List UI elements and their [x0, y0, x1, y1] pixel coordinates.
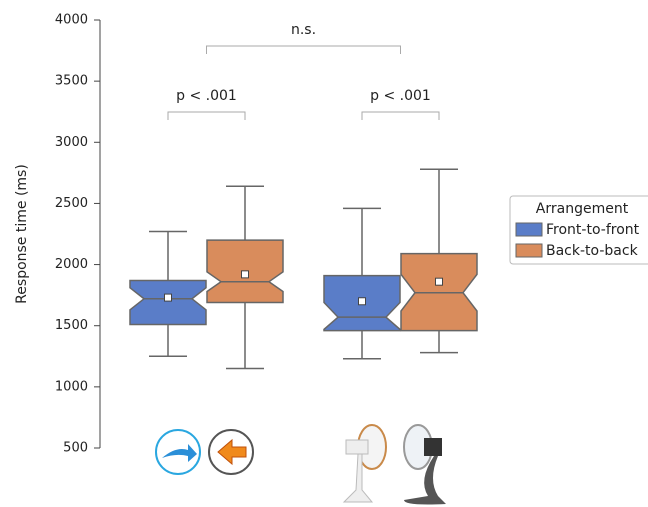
y-tick-label: 1000: [55, 379, 88, 394]
y-axis-label: Response time (ms): [14, 164, 30, 304]
significance-label: p < .001: [176, 88, 237, 104]
y-tick-label: 1500: [55, 318, 88, 333]
significance-bracket: [361, 111, 440, 120]
y-tick-label: 500: [63, 441, 88, 456]
significance-bracket: [206, 45, 401, 54]
mean-marker: [435, 277, 443, 286]
mean-marker: [358, 297, 366, 306]
y-tick-label: 3500: [55, 74, 88, 89]
box: [129, 279, 207, 326]
legend-swatch: [515, 222, 543, 237]
y-tick-label: 2000: [55, 257, 88, 272]
icon-arrows: [155, 429, 254, 475]
significance-bracket: [167, 111, 246, 120]
legend-title: Arrangement: [536, 201, 629, 217]
mean-marker: [241, 270, 249, 279]
legend-swatch: [515, 243, 543, 258]
y-tick-label: 3000: [55, 135, 88, 150]
y-tick-label: 2500: [55, 196, 88, 211]
significance-label: n.s.: [291, 22, 316, 38]
legend-label: Front-to-front: [546, 222, 640, 238]
legend-box: [509, 195, 648, 265]
significance-label: p < .001: [370, 88, 431, 104]
icon-fans: [342, 424, 446, 505]
mean-marker: [164, 293, 172, 302]
legend-label: Back-to-back: [546, 243, 639, 259]
y-tick-label: 4000: [55, 13, 88, 28]
